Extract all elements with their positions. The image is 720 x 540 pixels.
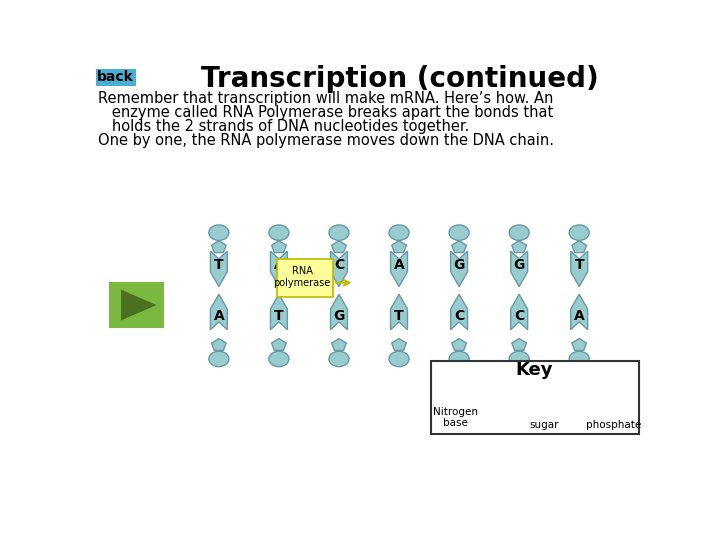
Text: G: G [513, 258, 525, 272]
Text: Key: Key [516, 361, 553, 380]
Ellipse shape [269, 225, 289, 240]
Text: Remember that transcription will make mRNA. Here’s how. An: Remember that transcription will make mR… [98, 91, 554, 106]
Polygon shape [390, 251, 408, 287]
Polygon shape [451, 241, 467, 253]
Ellipse shape [449, 225, 469, 240]
Polygon shape [332, 339, 346, 350]
Polygon shape [572, 241, 587, 253]
Polygon shape [210, 251, 228, 287]
Polygon shape [210, 294, 228, 330]
Text: Transcription (continued): Transcription (continued) [201, 65, 598, 93]
Ellipse shape [449, 351, 469, 367]
Text: back: back [97, 70, 134, 84]
Text: sugar: sugar [530, 420, 559, 430]
Polygon shape [510, 294, 528, 330]
Text: A: A [274, 258, 284, 272]
Ellipse shape [603, 402, 626, 421]
FancyBboxPatch shape [277, 259, 333, 298]
FancyBboxPatch shape [109, 282, 164, 328]
Ellipse shape [329, 225, 349, 240]
Polygon shape [271, 294, 287, 330]
Text: T: T [214, 258, 224, 272]
Polygon shape [212, 339, 226, 350]
Polygon shape [392, 339, 406, 350]
Text: One by one, the RNA polymerase moves down the DNA chain.: One by one, the RNA polymerase moves dow… [98, 133, 554, 148]
Polygon shape [212, 241, 226, 253]
Text: holds the 2 strands of DNA nucleotides together.: holds the 2 strands of DNA nucleotides t… [98, 119, 469, 134]
Ellipse shape [509, 225, 529, 240]
Polygon shape [451, 294, 467, 330]
Polygon shape [512, 339, 526, 350]
Ellipse shape [209, 225, 229, 240]
Polygon shape [121, 289, 156, 320]
Polygon shape [451, 339, 467, 350]
FancyBboxPatch shape [96, 69, 135, 85]
Text: C: C [454, 309, 464, 323]
Polygon shape [572, 339, 587, 350]
Polygon shape [512, 241, 526, 253]
Text: A: A [213, 309, 224, 323]
Polygon shape [536, 403, 553, 417]
Text: T: T [395, 309, 404, 323]
Ellipse shape [509, 351, 529, 367]
Ellipse shape [570, 351, 589, 367]
FancyBboxPatch shape [431, 361, 639, 434]
Text: A: A [394, 258, 405, 272]
Ellipse shape [329, 351, 349, 367]
Text: polymerase: polymerase [274, 278, 330, 288]
Text: Nitrogen
base: Nitrogen base [433, 407, 478, 428]
Polygon shape [571, 251, 588, 287]
Text: enzyme called RNA Polymerase breaks apart the bonds that: enzyme called RNA Polymerase breaks apar… [98, 105, 553, 120]
Polygon shape [390, 294, 408, 330]
Polygon shape [330, 251, 348, 287]
Text: G: G [333, 309, 345, 323]
Ellipse shape [209, 351, 229, 367]
Polygon shape [451, 251, 467, 287]
Text: T: T [575, 258, 584, 272]
Polygon shape [510, 251, 528, 287]
Text: C: C [514, 309, 524, 323]
Polygon shape [330, 294, 348, 330]
Text: A: A [574, 309, 585, 323]
Ellipse shape [389, 351, 409, 367]
Ellipse shape [269, 351, 289, 367]
Text: phosphate: phosphate [586, 420, 642, 430]
Polygon shape [392, 241, 406, 253]
Polygon shape [571, 294, 588, 330]
Text: T: T [274, 309, 284, 323]
Ellipse shape [570, 225, 589, 240]
Polygon shape [271, 241, 287, 253]
Text: G: G [454, 258, 465, 272]
Polygon shape [466, 397, 480, 425]
Text: RNA: RNA [292, 266, 312, 276]
Polygon shape [271, 339, 287, 350]
Polygon shape [271, 251, 287, 287]
Polygon shape [332, 241, 346, 253]
Text: C: C [334, 258, 344, 272]
Ellipse shape [389, 225, 409, 240]
